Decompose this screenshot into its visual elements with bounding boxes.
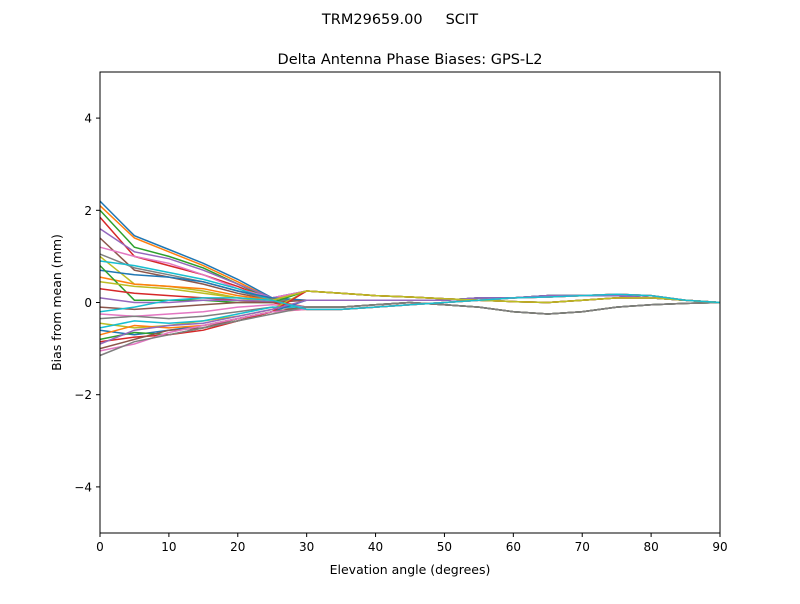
y-tick-label: −2 — [74, 388, 92, 402]
y-axis-label: Bias from mean (mm) — [49, 234, 64, 371]
y-tick-label: 0 — [84, 296, 92, 310]
x-tick-label: 60 — [506, 540, 521, 554]
y-tick-label: 4 — [84, 112, 92, 126]
y-tick-label: 2 — [84, 204, 92, 218]
x-tick-label: 0 — [96, 540, 104, 554]
series-lines — [99, 200, 721, 357]
x-tick-label: 90 — [712, 540, 727, 554]
x-tick-label: 50 — [437, 540, 452, 554]
chart-suptitle: TRM29659.00 SCIT — [321, 12, 478, 28]
series-line-30 — [99, 293, 721, 313]
series-line-29 — [99, 281, 721, 304]
series-line-28 — [99, 301, 721, 357]
series-line-25 — [99, 294, 721, 345]
x-tick-label: 20 — [230, 540, 245, 554]
x-tick-label: 80 — [643, 540, 658, 554]
y-axis: −4 −2 0 2 4 — [74, 112, 100, 494]
x-tick-label: 70 — [575, 540, 590, 554]
x-axis: 0 10 20 30 40 50 60 70 80 90 — [96, 533, 728, 554]
x-tick-label: 40 — [368, 540, 383, 554]
x-axis-label: Elevation angle (degrees) — [330, 562, 491, 577]
y-tick-label: −4 — [74, 480, 92, 494]
chart-title: Delta Antenna Phase Biases: GPS-L2 — [278, 52, 543, 68]
x-tick-label: 10 — [161, 540, 176, 554]
x-tick-label: 30 — [299, 540, 314, 554]
